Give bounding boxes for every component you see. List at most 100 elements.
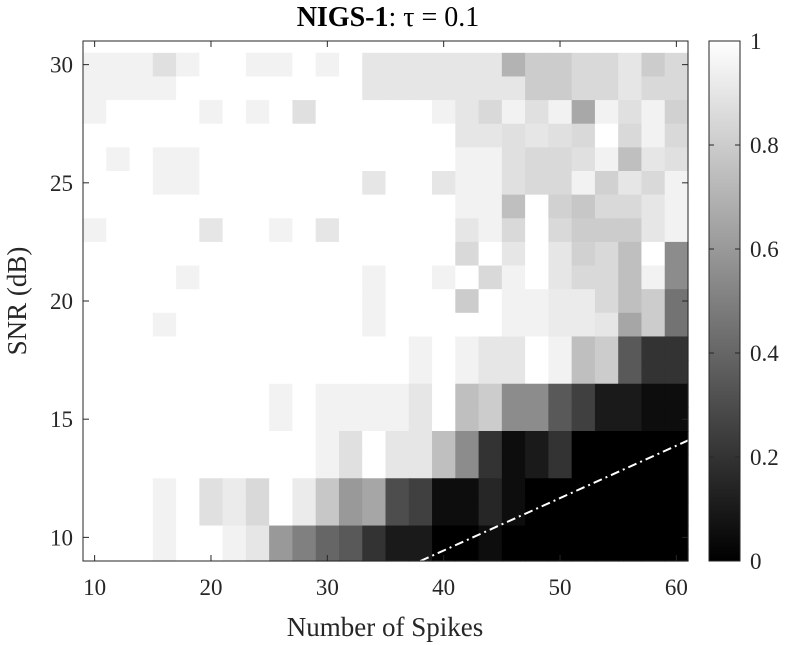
heatmap-cell [432, 478, 456, 503]
heatmap-cell [408, 289, 433, 314]
heatmap-cell [222, 360, 247, 385]
heatmap-cell [269, 147, 294, 172]
heatmap-cell [618, 76, 643, 101]
heatmap-cell [338, 76, 363, 101]
heatmap-cell [292, 76, 317, 101]
heatmap-cell [292, 336, 317, 361]
heatmap-cell [618, 501, 643, 527]
heatmap-cell [222, 478, 247, 503]
heatmap-cell [362, 123, 387, 148]
heatmap-cell [641, 549, 666, 562]
heatmap-cell [618, 383, 643, 408]
heatmap-cell [222, 431, 247, 456]
heatmap-cell [152, 289, 177, 314]
heatmap-cell [129, 100, 154, 125]
heatmap-cell [408, 218, 433, 243]
heatmap-cell [525, 147, 549, 172]
heatmap-cell [432, 147, 456, 172]
heatmap-cell [83, 289, 107, 314]
heatmap-cell [664, 431, 689, 456]
heatmap-cell [106, 76, 131, 101]
heatmap-cell [338, 218, 363, 243]
heatmap-cell [269, 501, 294, 527]
heatmap-cell [222, 525, 247, 550]
heatmap-cell [385, 431, 410, 456]
heatmap-cell [478, 241, 503, 267]
heatmap-cell [292, 171, 317, 196]
heatmap-cell [501, 147, 526, 172]
heatmap-cell [129, 241, 154, 267]
heatmap-cell [199, 312, 224, 338]
heatmap-cell [245, 336, 270, 361]
heatmap-cell [222, 194, 247, 219]
heatmap-cell [315, 147, 340, 172]
heatmap-cell [455, 289, 480, 314]
heatmap-cell [385, 478, 410, 503]
x-tick-label: 50 [549, 575, 572, 600]
heatmap-cell [245, 549, 270, 562]
heatmap-cell [618, 336, 643, 361]
heatmap-cell [152, 336, 177, 361]
heatmap-cell [315, 431, 340, 456]
heatmap-cell [478, 147, 503, 172]
heatmap-cell [664, 525, 689, 550]
heatmap-cell [408, 431, 433, 456]
heatmap-cell [641, 501, 666, 527]
heatmap-cell [548, 241, 573, 267]
heatmap-cell [478, 194, 503, 219]
heatmap-cell [641, 431, 666, 456]
heatmap-cell [292, 100, 317, 125]
heatmap-cell [292, 241, 317, 267]
heatmap-cell [408, 52, 433, 78]
heatmap-cell [664, 336, 689, 361]
heatmap-cell [548, 431, 573, 456]
heatmap-cell [455, 501, 480, 527]
heatmap-cell [199, 265, 224, 290]
heatmap-cell [176, 171, 200, 196]
heatmap-cell [222, 265, 247, 290]
heatmap-cell [548, 123, 573, 148]
heatmap-cell [83, 52, 107, 78]
heatmap-cell [152, 501, 177, 527]
heatmap-cell [501, 171, 526, 196]
heatmap-cell [176, 241, 200, 267]
heatmap-cell [176, 383, 200, 408]
heatmap-cell [269, 194, 294, 219]
heatmap-cell [594, 76, 619, 101]
heatmap-cell [269, 123, 294, 148]
heatmap-cell [176, 454, 200, 479]
heatmap-cell [408, 360, 433, 385]
heatmap-cell [501, 100, 526, 125]
heatmap-cell [176, 123, 200, 148]
heatmap-cell [478, 407, 503, 432]
heatmap-cell [594, 147, 619, 172]
heatmap-cell [106, 478, 131, 503]
heatmap-cell [199, 52, 224, 78]
heatmap-cell [176, 100, 200, 125]
heatmap-cell [664, 241, 689, 267]
heatmap-cell [571, 171, 596, 196]
heatmap-cell [315, 76, 340, 101]
colorbar-axis: 0 0.2 0.4 0.6 0.8 1 [709, 29, 779, 574]
heatmap-cell [176, 549, 200, 562]
heatmap-cell [432, 123, 456, 148]
heatmap-cell [641, 123, 666, 148]
heatmap-cell [408, 454, 433, 479]
heatmap-cell [83, 123, 107, 148]
heatmap-cell [571, 52, 596, 78]
heatmap-cell [152, 194, 177, 219]
heatmap-cell [594, 171, 619, 196]
heatmap-cell [385, 312, 410, 338]
heatmap-cell [269, 549, 294, 562]
y-tick-label: 10 [50, 525, 73, 550]
heatmap-cell [269, 478, 294, 503]
heatmap-cell [362, 501, 387, 527]
heatmap-cell [571, 265, 596, 290]
heatmap-cell [338, 454, 363, 479]
heatmap-cell [152, 431, 177, 456]
heatmap-cell [385, 241, 410, 267]
heatmap-cell [83, 336, 107, 361]
heatmap-cell [152, 218, 177, 243]
heatmap-cell [455, 76, 480, 101]
heatmap-cell [269, 171, 294, 196]
